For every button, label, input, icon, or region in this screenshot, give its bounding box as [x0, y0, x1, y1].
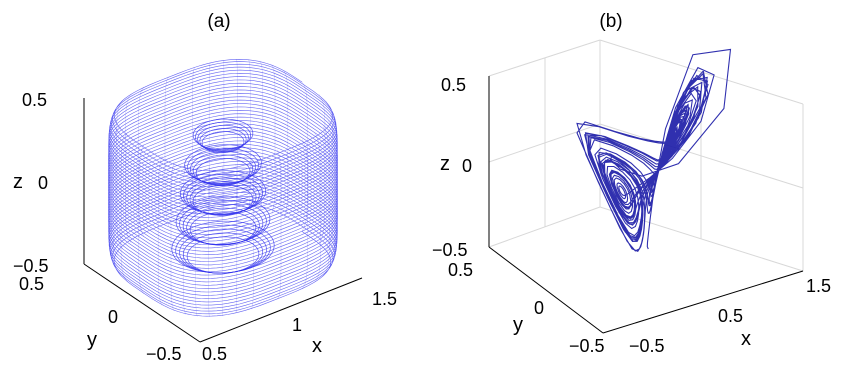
panel-b-x-axis [602, 270, 804, 334]
panel-a-shell-meridian [125, 93, 132, 244]
panel-a-inner-ring [171, 220, 275, 274]
panel-a-z-tick-top: 0.5 [22, 90, 47, 110]
panel-a-shell-meridian [277, 149, 282, 300]
panel-a-shell-meridian [120, 132, 128, 283]
panel-b-x-label: x [741, 328, 751, 350]
panel-a-inner-ring [184, 144, 262, 184]
panel-a-inner-ring [179, 200, 267, 245]
panel-a-inner-ring [175, 224, 271, 274]
panel-a-z-label: z [13, 171, 23, 193]
panel-a-shell-meridian [318, 93, 326, 244]
panel-a-x-tick-mid: 1 [292, 315, 302, 335]
panel-b-trajectory-line [576, 48, 732, 252]
panel-a-shell-meridian [158, 155, 163, 306]
panel-a-shell-meridian [138, 86, 144, 237]
panel-a-shell-meridian [138, 144, 145, 295]
panel-a-y-axis [83, 263, 201, 343]
panel-a-inner-ring [186, 207, 260, 246]
panel-b-title: (b) [599, 11, 622, 32]
panel-a-shell-meridian [170, 161, 175, 311]
panel-a-shell-meridian [208, 167, 210, 317]
panel-b: (b) 0.5 0 −0.5 z 0.5 0 −0.5 y [432, 11, 831, 356]
panel-b-y-axis [488, 246, 604, 334]
panel-a-shell-meridian [109, 118, 117, 268]
panel-b-trajectory [576, 48, 732, 252]
panel-a-shell-meridian [322, 126, 330, 277]
panel-b-z-tick-top: 0.5 [441, 75, 466, 95]
panel-a-y-tick-mid: 0 [108, 307, 118, 327]
panel-a-x-label: x [312, 335, 322, 357]
panel-a-outer-shell [108, 58, 338, 317]
panel-a-shell-meridian [209, 62, 211, 213]
panel-a-shell-meridian [302, 139, 308, 290]
panel-a-shell-meridian [116, 99, 124, 250]
panel-a-inner-ring [189, 181, 257, 216]
panel-a-shell-meridian [330, 114, 338, 265]
panel-a-inner-ring [192, 118, 254, 150]
panel-a-shell-meridian [235, 163, 237, 314]
panel-a-shell-meridian [301, 81, 308, 232]
panel-b-y-tick-bottom: −0.5 [569, 336, 605, 356]
panel-a-shell-meridian [192, 66, 195, 217]
panel-a-inner-ring [179, 228, 267, 274]
panel-b-y-tick-top: 0.5 [448, 260, 473, 280]
panel-a-title: (a) [207, 11, 230, 32]
panel-a-shell-meridian [260, 61, 263, 211]
panel-a-z-tick-bottom: −0.5 [13, 256, 49, 276]
panel-a-y-tick-top: 0.5 [19, 274, 44, 294]
panel-a-shell-meridian [314, 132, 321, 283]
panel-b-y-tick-mid: 0 [534, 298, 544, 318]
panel-b-z-label: z [440, 153, 450, 175]
panel-b-x-tick-left: −0.5 [629, 336, 665, 356]
panel-a-inner-ring [183, 173, 263, 215]
panel-a: (a) 0.5 0 −0.5 z 0.5 0 −0.5 y 0.5 1 1.5 … [13, 11, 397, 364]
panel-b-x-tick-right: 1.5 [806, 276, 831, 296]
panel-a-shell-meridian [236, 59, 238, 209]
panel-a-inner-ring [192, 184, 254, 216]
panel-a-shell-meridian [271, 65, 276, 215]
panel-b-z-tick-bottom: −0.5 [432, 240, 468, 260]
panel-a-x-axis [199, 277, 363, 343]
panel-a-shell-meridian [183, 165, 186, 315]
panel-a-x-tick-right: 1.5 [372, 289, 397, 309]
panel-a-shell-meridian [248, 59, 251, 210]
panel-a-y-tick-bottom: −0.5 [146, 344, 182, 364]
panel-a-trajectory [108, 58, 338, 317]
panel-a-inner-ring [175, 196, 271, 245]
panel-a-shell-meridian [108, 111, 116, 262]
panel-a-shell-meridian [113, 124, 121, 275]
panel-b-y-label: y [513, 314, 523, 336]
panel-a-shell-meridian [283, 70, 288, 221]
panel-a-x-tick-left: 0.5 [202, 344, 227, 364]
panel-a-shell-meridian [325, 101, 333, 252]
panel-a-shell-meridian [195, 166, 198, 317]
panel-a-shell-meridian [110, 105, 119, 256]
panel-a-shell-meridian [327, 120, 336, 271]
panel-a-inner-ring [186, 236, 260, 274]
panel-a-shell-meridian [329, 108, 337, 258]
panel-b-x-tick-mid: 0.5 [718, 306, 743, 326]
panel-a-y-label: y [87, 329, 97, 351]
panel-a-shell-meridian [251, 159, 254, 310]
panel-a-shell-meridian [164, 76, 169, 227]
panel-b-z-tick-mid: 0 [462, 156, 472, 176]
panel-a-inner-ring [182, 232, 264, 274]
panel-a-z-tick-mid: 0 [38, 173, 48, 193]
